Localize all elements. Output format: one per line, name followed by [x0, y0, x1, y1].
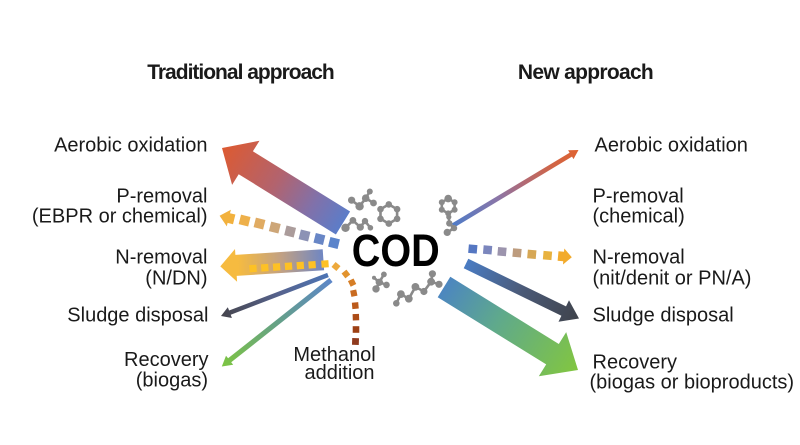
svg-text:Traditional approach: Traditional approach: [147, 61, 334, 84]
svg-text:Sludge disposal: Sludge disposal: [67, 305, 208, 327]
svg-text:(chemical): (chemical): [593, 206, 685, 228]
svg-text:New approach: New approach: [518, 61, 653, 84]
svg-text:Sludge disposal: Sludge disposal: [593, 305, 734, 327]
svg-text:Recovery: Recovery: [124, 349, 208, 371]
svg-text:Aerobic oxidation: Aerobic oxidation: [595, 135, 748, 157]
svg-text:(EBPR or chemical): (EBPR or chemical): [32, 206, 208, 228]
svg-text:Aerobic oxidation: Aerobic oxidation: [54, 135, 207, 157]
svg-text:N-removal: N-removal: [593, 247, 685, 269]
svg-text:(N/DN): (N/DN): [145, 268, 207, 290]
svg-text:P-removal: P-removal: [116, 186, 207, 208]
svg-text:(nit/denit or PN/A): (nit/denit or PN/A): [593, 268, 752, 290]
svg-text:Recovery: Recovery: [593, 352, 677, 374]
svg-text:P-removal: P-removal: [593, 186, 684, 208]
svg-text:Methanol: Methanol: [293, 344, 375, 366]
svg-text:COD: COD: [352, 226, 440, 276]
svg-text:addition: addition: [304, 362, 374, 384]
svg-text:N-removal: N-removal: [115, 247, 207, 269]
svg-text:(biogas): (biogas): [136, 370, 208, 392]
svg-text:(biogas or bioproducts): (biogas or bioproducts): [590, 372, 795, 394]
